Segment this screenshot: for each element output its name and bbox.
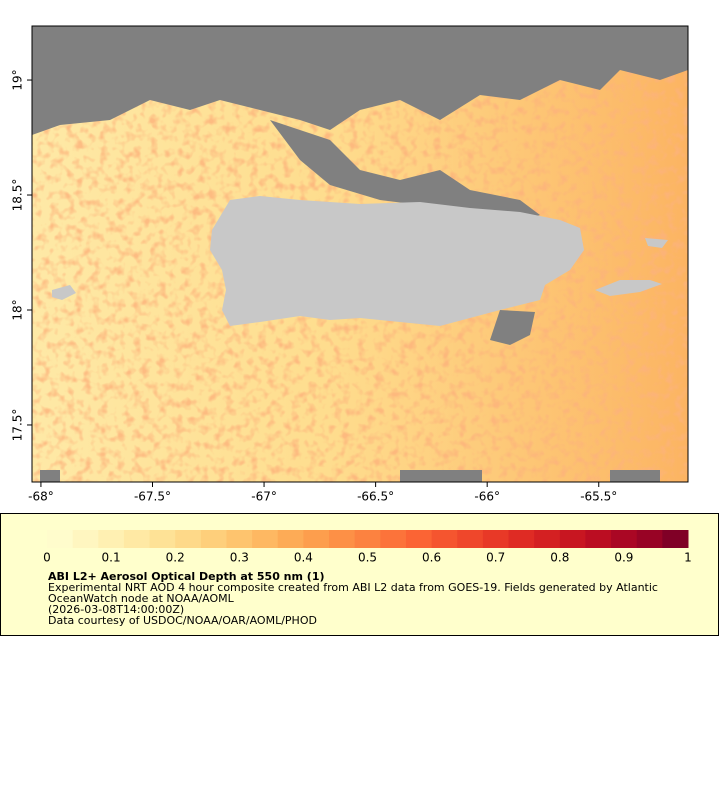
colorbar-bin: [482, 530, 510, 548]
y-tick-label: 18.5°: [11, 179, 25, 212]
x-tick-label: -66°: [474, 490, 500, 504]
colorbar: 0 0.1 0.2 0.3 0.4 0.5 0.6 0.7 0.8 0.9 1: [43, 530, 692, 565]
map-frame: [31, 25, 689, 483]
legend-line: (2026-03-08T14:00:00Z): [48, 603, 184, 616]
x-tick-label: -65.5°: [580, 490, 617, 504]
colorbar-bin: [200, 530, 227, 548]
colorbar-tick-label: 0: [43, 551, 51, 565]
mona-land: [52, 285, 76, 300]
legend-line: Experimental NRT AOD 4 hour composite cr…: [48, 581, 658, 594]
colorbar-bin: [431, 530, 458, 548]
colorbar-bin: [354, 530, 381, 548]
colorbar-bin: [457, 530, 484, 548]
colorbar-bin: [534, 530, 561, 548]
cloud-mask: [32, 26, 688, 135]
colorbar-tick-label: 0.8: [550, 551, 569, 565]
colorbar-bin: [149, 530, 176, 548]
colorbar-bin: [636, 530, 663, 548]
colorbar-bin: [585, 530, 612, 548]
x-tick-label: -67°: [251, 490, 277, 504]
y-tick-label: 17.5°: [11, 409, 25, 442]
map-raster: [32, 26, 688, 482]
culebra-land: [645, 238, 668, 248]
x-tick-label: -67.5°: [134, 490, 171, 504]
colorbar-bin: [47, 530, 74, 548]
colorbar-bin: [303, 530, 330, 548]
puerto-rico-land: [210, 196, 584, 326]
vieques-land: [595, 280, 662, 296]
colorbar-tick-label: 0.4: [294, 551, 313, 565]
colorbar-tick-label: 0.7: [486, 551, 505, 565]
axes: -68° -67.5° -67° -66.5° -66° -65.5° 17.5° 18° 18…: [11, 69, 618, 503]
colorbar-bin: [405, 530, 433, 548]
colorbar-tick-label: 0.5: [358, 551, 377, 565]
colorbar-bin: [277, 530, 304, 548]
colorbar-tick-label: 0.2: [166, 551, 185, 565]
cloud-mask: [270, 120, 540, 225]
colorbar-bin: [226, 530, 253, 548]
colorbar-bin: [508, 530, 535, 548]
colorbar-bin: [175, 530, 202, 548]
colorbar-bin: [98, 530, 125, 548]
legend-line: OceanWatch node at NOAA/AOML: [48, 592, 235, 605]
colorbar-bin: [329, 530, 356, 548]
colorbar-tick-label: 0.6: [422, 551, 441, 565]
x-tick-label: -66.5°: [357, 490, 394, 504]
colorbar-tick-label: 1: [684, 551, 692, 565]
colorbar-tick-label: 0.9: [614, 551, 633, 565]
colorbar-bin: [611, 530, 638, 548]
colorbar-tick-label: 0.1: [102, 551, 121, 565]
colorbar-bin: [380, 530, 407, 548]
y-tick-label: 18°: [11, 299, 25, 320]
colorbar-bin: [252, 530, 279, 548]
legend-title: ABI L2+ Aerosol Optical Depth at 550 nm …: [48, 570, 325, 583]
colorbar-tick-label: 0.3: [230, 551, 249, 565]
x-tick-label: -68°: [28, 490, 54, 504]
colorbar-bin: [662, 530, 689, 548]
y-tick-label: 19°: [11, 69, 25, 90]
colorbar-bin: [72, 530, 99, 548]
cloud-mask: [490, 310, 535, 345]
colorbar-bin: [559, 530, 586, 548]
legend-line: Data courtesy of USDOC/NOAA/OAR/AOML/PHO…: [48, 614, 317, 627]
colorbar-bin: [123, 530, 151, 548]
